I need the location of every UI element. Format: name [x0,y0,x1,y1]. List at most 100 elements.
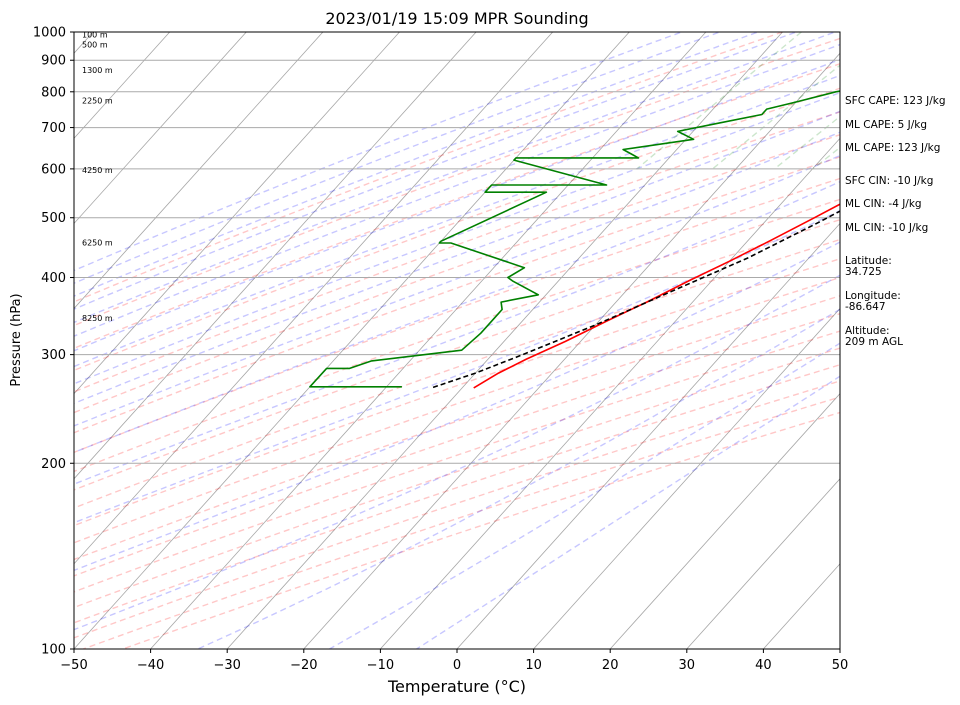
height-label: 1300 m [82,66,113,75]
dry-adiabat-line [74,364,840,624]
x-tick-label: 30 [679,658,696,673]
x-tick-label: 10 [525,658,542,673]
isotherm-line [379,137,840,649]
isotherm-line [74,32,247,225]
stat-annotation: ML CIN: -4 J/kg [845,198,922,210]
height-label: 500 m [82,40,108,49]
y-tick-label: 1000 [33,26,66,41]
temperature-profile [473,203,840,389]
y-tick-label: 300 [41,348,66,363]
dry-adiabat-line [74,238,840,509]
y-tick-label: 100 [41,643,66,658]
moist-adiabat-line [74,32,684,272]
height-label: 100 m [82,31,108,40]
x-tick-label: 20 [602,658,619,673]
dry-adiabat-line [74,37,840,327]
stat-annotation: Altitude: [845,325,890,337]
dry-adiabat-line [74,63,840,350]
isotherm-line [456,222,840,649]
stat-annotation: -86.647 [845,301,886,313]
dry-adiabat-line [74,32,783,303]
dry-adiabat-line [74,312,840,577]
stats-annotations: SFC CAPE: 123 J/kg ML CAPE: 5 J/kg ML CAPE… [845,95,946,348]
dry-adiabat-line [74,218,840,491]
dry-adiabat-line [74,87,840,372]
y-axis-ticks: 1000 900 800 700 600 500 400 300 200 100 [33,26,74,658]
height-label: 6250 m [82,238,113,247]
stat-annotation: ML CIN: -10 J/kg [845,222,928,234]
isotherm-line [686,478,840,649]
isotherm-line [226,32,784,649]
dry-adiabat-line [74,198,840,473]
chart-title: 2023/01/19 15:09 MPR Sounding [325,9,588,28]
moist-adiabat-line [197,308,840,649]
x-tick-label: −40 [137,658,164,673]
x-tick-label: 40 [755,658,772,673]
height-label: 2250 m [82,96,113,105]
isotherm-line [303,52,840,649]
isotherm-line [609,393,840,649]
pressure-gridlines [74,59,840,464]
x-tick-label: −10 [367,658,394,673]
isotherm-line [74,32,324,310]
isotherm-line [74,32,554,565]
x-axis-label: Temperature (°C) [387,677,526,696]
stat-annotation: Latitude: [845,255,892,267]
dry-adiabat-line [74,258,840,527]
dry-adiabat-line [74,156,840,434]
isotherm-line [74,32,401,395]
x-tick-label: 0 [453,658,461,673]
stat-annotation: ML CAPE: 5 J/kg [845,119,927,131]
x-tick-label: 50 [832,658,849,673]
moist-adiabat-line [74,110,840,405]
y-tick-label: 700 [41,121,66,136]
isotherm-line [74,32,630,649]
stat-annotation: SFC CAPE: 123 J/kg [845,95,946,107]
stat-annotation: Longitude: [845,290,901,302]
moist-adiabat-line [74,131,840,427]
x-axis-ticks: −50 −40 −30 −20 −10 0 10 20 30 40 50 [60,649,848,673]
dry-adiabat-line [122,411,840,649]
isotherm-line [532,307,840,649]
moist-adiabat-line [74,32,799,310]
x-tick-label: −50 [60,658,87,673]
dry-adiabat-line [74,295,840,561]
dry-adiabat-line [74,330,840,593]
y-axis-label: Pressure (hPa) [9,293,24,386]
dry-adiabat-line [82,396,840,649]
series-group [309,90,840,389]
isotherm-line [74,32,171,139]
moist-adiabat-line [74,154,840,454]
plot-frame [73,31,841,650]
moist-adiabat-line [416,375,840,649]
dry-adiabat-line [74,177,840,454]
dry-adiabat-line [74,133,840,414]
dry-adiabat-line [74,347,840,609]
height-label: 8250 m [82,314,113,323]
y-tick-label: 200 [41,457,66,472]
y-tick-label: 800 [41,85,66,100]
stat-annotation: 209 m AGL [845,336,903,348]
moist-adiabat-line [74,58,840,352]
moist-adiabat-line [74,209,840,524]
dry-adiabat-line [74,111,840,393]
isotherm-line [74,32,477,480]
y-tick-label: 900 [41,54,66,69]
x-tick-label: −20 [290,658,317,673]
moist-adiabat-line [74,32,761,297]
dry-adiabat-line [74,380,840,639]
moist-adiabat-line [74,43,840,337]
y-tick-label: 500 [41,211,66,226]
isotherm-line [149,32,707,649]
stat-annotation: ML CAPE: 123 J/kg [845,142,940,154]
mixing-ratio-line [774,115,840,170]
y-tick-label: 400 [41,271,66,286]
background-lines [74,32,840,649]
moist-adiabat-line [74,274,840,631]
stat-annotation: 34.725 [845,266,882,278]
stat-annotation: SFC CIN: -10 J/kg [845,175,933,187]
dewpoint-profile [309,90,840,388]
height-label: 4250 m [82,166,113,175]
